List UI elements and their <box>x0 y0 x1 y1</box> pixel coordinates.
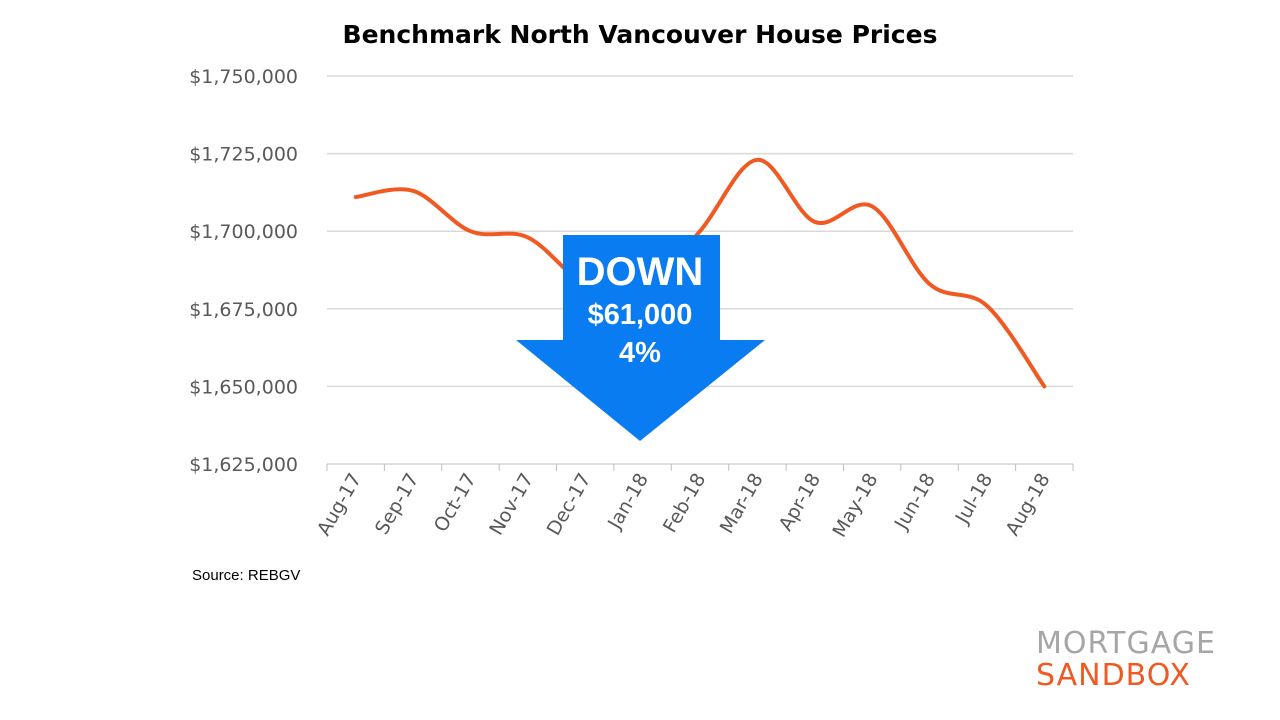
x-tick-label: May-18 <box>828 470 882 542</box>
callout-percent-label: 4% <box>619 337 661 369</box>
x-axis: Aug-17 Sep-17 Oct-17 Nov-17 Dec-17 Jan-18 Feb-… <box>313 464 1074 542</box>
y-tick-label: $1,750,000 <box>189 66 298 88</box>
y-tick-label: $1,725,000 <box>189 144 298 166</box>
data-point <box>355 196 357 198</box>
callout-amount-label: $61,000 <box>588 299 693 331</box>
data-point <box>756 159 758 161</box>
x-tick-label: Mar-18 <box>716 470 768 538</box>
logo-top-text: MORTGAGE <box>1036 626 1216 661</box>
chart-title: Benchmark North Vancouver House Prices <box>342 20 938 49</box>
x-tick-label: Jul-18 <box>951 470 998 529</box>
down-callout-arrow: DOWN $61,000 4% <box>516 235 765 441</box>
x-tick-label: Aug-17 <box>313 470 366 540</box>
data-point <box>986 305 988 307</box>
x-tick-label: Nov-17 <box>485 470 538 540</box>
down-arrow-shape <box>516 235 765 441</box>
x-tick-label: Oct-17 <box>430 470 481 536</box>
data-point <box>814 221 816 223</box>
y-tick-label: $1,675,000 <box>189 299 298 321</box>
y-tick-label: $1,700,000 <box>189 221 298 243</box>
x-tick-label: Dec-17 <box>543 470 596 540</box>
data-point <box>469 230 471 232</box>
y-axis: $1,625,000 $1,650,000 $1,675,000 $1,700,000… <box>189 66 298 476</box>
y-tick-label: $1,650,000 <box>189 376 298 398</box>
data-point <box>871 205 873 207</box>
logo-bottom-text: SANDBOX <box>1036 658 1191 693</box>
x-tick-label: Feb-18 <box>659 470 710 537</box>
data-point <box>1043 385 1045 387</box>
x-tick-label: Apr-18 <box>775 470 825 535</box>
data-point <box>699 230 701 232</box>
data-point <box>527 236 529 238</box>
callout-down-label: DOWN <box>577 250 704 294</box>
x-tick-label: Sep-17 <box>371 470 423 539</box>
y-tick-label: $1,625,000 <box>189 454 298 476</box>
x-tick-label: Aug-18 <box>1002 470 1055 540</box>
data-points <box>355 159 1045 387</box>
data-point <box>929 283 931 285</box>
mortgage-sandbox-logo: MORTGAGE SANDBOX <box>1036 628 1216 692</box>
source-note: Source: REBGV <box>192 567 301 584</box>
data-point <box>412 190 414 192</box>
x-tick-label: Jun-18 <box>890 470 940 534</box>
x-tick-label: Jan-18 <box>603 470 653 534</box>
